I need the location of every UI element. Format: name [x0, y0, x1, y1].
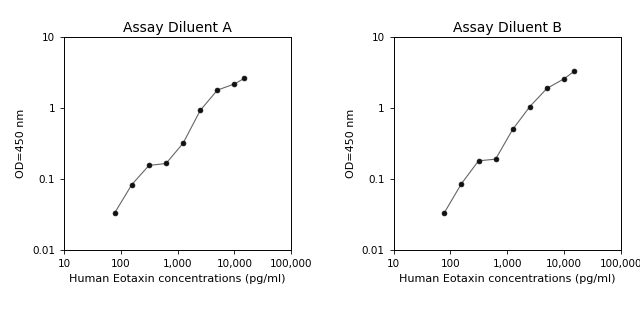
- Y-axis label: OD=450 nm: OD=450 nm: [346, 109, 356, 178]
- Title: Assay Diluent B: Assay Diluent B: [452, 21, 562, 35]
- X-axis label: Human Eotaxin concentrations (pg/ml): Human Eotaxin concentrations (pg/ml): [399, 274, 616, 284]
- Title: Assay Diluent A: Assay Diluent A: [123, 21, 232, 35]
- X-axis label: Human Eotaxin concentrations (pg/ml): Human Eotaxin concentrations (pg/ml): [69, 274, 286, 284]
- Y-axis label: OD=450 nm: OD=450 nm: [17, 109, 26, 178]
